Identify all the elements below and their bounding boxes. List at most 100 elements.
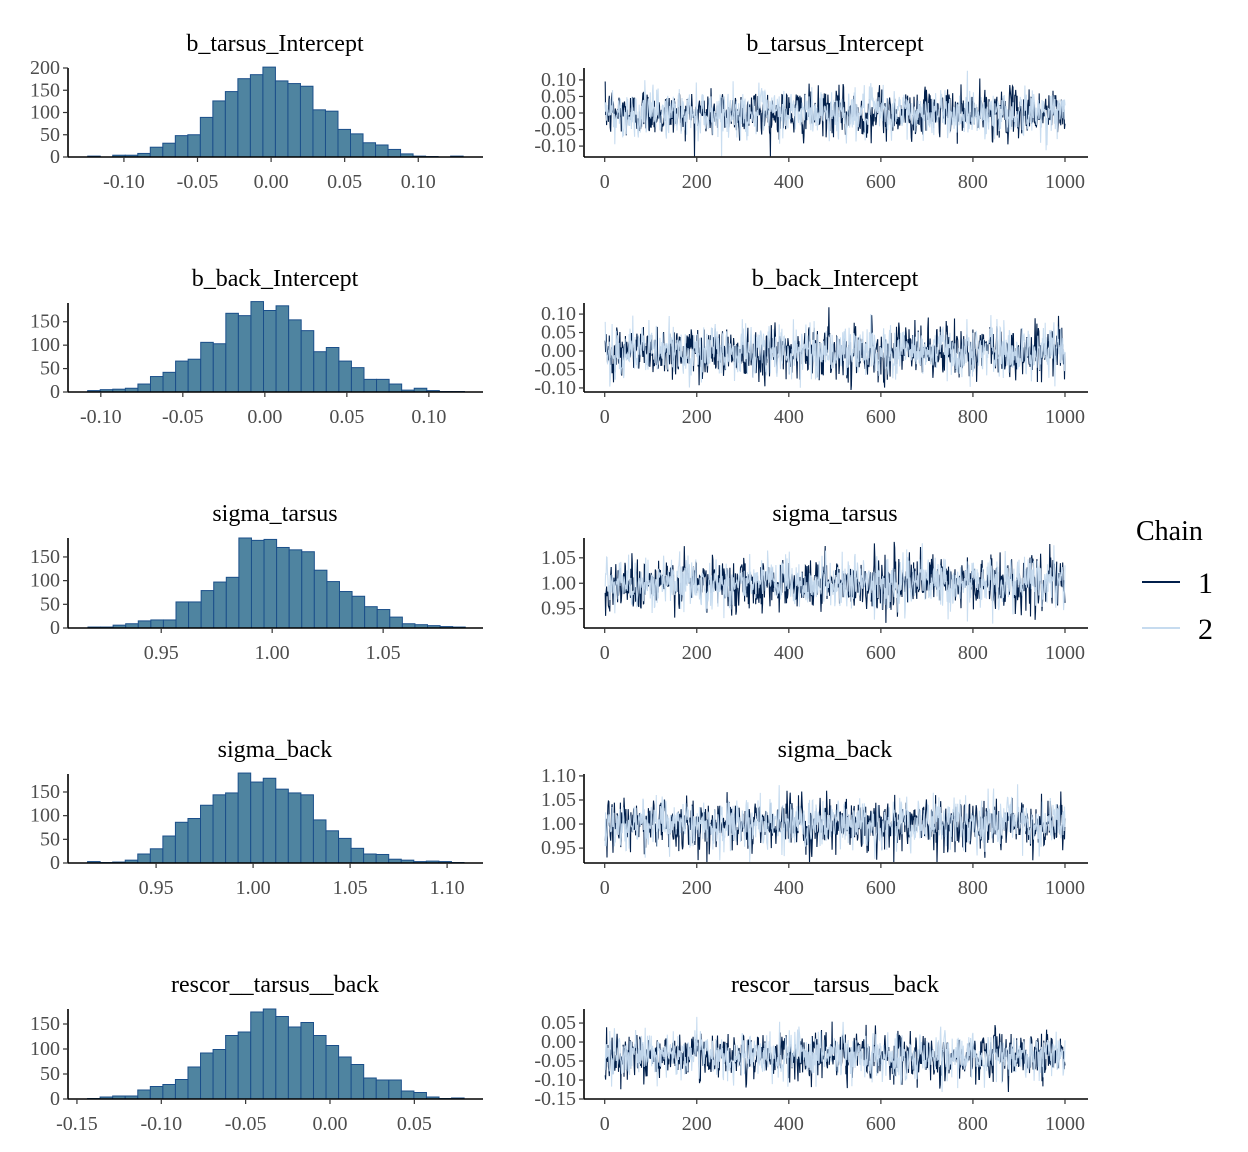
histogram-bar bbox=[363, 853, 377, 864]
histogram-bar bbox=[389, 616, 403, 629]
panel-title: sigma_back bbox=[218, 737, 333, 763]
trace-line-chain-2 bbox=[604, 1016, 1066, 1093]
x-tick-label: 800 bbox=[958, 1113, 988, 1135]
y-tick-label: 0.10 bbox=[541, 69, 576, 91]
histogram-bar bbox=[376, 378, 390, 393]
histogram-bar bbox=[364, 606, 378, 629]
histogram-bar bbox=[225, 1035, 239, 1100]
y-tick-label: 0.00 bbox=[541, 340, 576, 362]
histogram-bar bbox=[350, 367, 365, 393]
histogram-bar bbox=[299, 85, 314, 158]
panel-title: rescor__tarsus__back bbox=[731, 972, 939, 998]
y-tick-label: 0.95 bbox=[541, 598, 576, 620]
histogram-bar bbox=[187, 358, 202, 393]
histogram-bar bbox=[175, 601, 190, 629]
panel-trace-5: rescor__tarsus__back 0.050.00-0.05-0.10-0… bbox=[534, 972, 1088, 1135]
histogram-bar bbox=[301, 551, 315, 629]
panel-title: b_tarsus_Intercept bbox=[746, 31, 924, 57]
panel-title: sigma_back bbox=[778, 737, 893, 763]
y-tick-label: 100 bbox=[30, 102, 60, 124]
histogram-bar bbox=[275, 1016, 289, 1100]
y-tick-label: 150 bbox=[30, 546, 60, 568]
histogram-bar bbox=[276, 546, 290, 629]
histogram-bar bbox=[274, 80, 289, 158]
y-tick-label: 100 bbox=[30, 1038, 60, 1060]
x-tick-label: 0.95 bbox=[144, 642, 179, 664]
y-tick-label: 1.00 bbox=[541, 813, 576, 835]
y-tick-label: 0 bbox=[50, 852, 60, 874]
histogram-bar bbox=[376, 609, 391, 629]
x-tick-label: 200 bbox=[682, 1113, 712, 1135]
histogram-bar bbox=[237, 1031, 252, 1100]
y-tick-label: 100 bbox=[30, 570, 60, 592]
y-tick-label: -0.05 bbox=[534, 119, 576, 141]
y-tick-label: 100 bbox=[30, 334, 60, 356]
histogram-bar bbox=[313, 569, 328, 629]
histogram-bar bbox=[187, 134, 201, 158]
trace-line-chain-2 bbox=[604, 70, 1066, 157]
panel-title: rescor__tarsus__back bbox=[171, 972, 379, 998]
y-tick-label: 0.95 bbox=[541, 837, 576, 859]
histogram-bar bbox=[337, 128, 352, 158]
y-tick-label: 1.05 bbox=[541, 547, 576, 569]
histogram-bar bbox=[162, 835, 176, 864]
x-tick-label: 1000 bbox=[1045, 406, 1085, 428]
y-tick-label: 50 bbox=[40, 593, 60, 615]
x-tick-label: 0 bbox=[600, 877, 610, 899]
histogram-bar bbox=[187, 818, 202, 864]
histogram-bar bbox=[200, 590, 215, 629]
histogram-bar bbox=[350, 847, 365, 864]
histogram-bar bbox=[300, 330, 315, 393]
histogram-bar bbox=[262, 1008, 277, 1100]
histogram-bar bbox=[288, 319, 302, 393]
x-tick-label: 800 bbox=[958, 171, 988, 193]
y-tick-label: 0 bbox=[50, 381, 60, 403]
x-tick-label: -0.15 bbox=[56, 1113, 98, 1135]
histogram-bar bbox=[137, 620, 152, 629]
x-tick-label: 0.05 bbox=[329, 406, 364, 428]
x-tick-label: 800 bbox=[958, 877, 988, 899]
histogram-bar bbox=[149, 848, 164, 864]
x-tick-label: 1.05 bbox=[333, 877, 368, 899]
x-tick-label: 400 bbox=[774, 642, 804, 664]
histogram-bar bbox=[174, 135, 189, 158]
y-tick-label: 50 bbox=[40, 828, 60, 850]
histogram-bar bbox=[350, 133, 364, 158]
y-tick-label: 150 bbox=[30, 781, 60, 803]
histogram-bar bbox=[237, 315, 252, 393]
x-tick-label: 1000 bbox=[1045, 1113, 1085, 1135]
x-tick-label: 400 bbox=[774, 1113, 804, 1135]
histogram-bar bbox=[149, 376, 164, 393]
histogram-bar bbox=[162, 371, 177, 393]
histogram-bar bbox=[225, 312, 239, 393]
histogram-bar bbox=[162, 619, 177, 629]
histogram-bar bbox=[312, 1035, 327, 1100]
x-tick-label: 200 bbox=[682, 171, 712, 193]
x-tick-label: 0.10 bbox=[411, 406, 446, 428]
x-tick-label: 1000 bbox=[1045, 171, 1085, 193]
trace-line-chain-2 bbox=[604, 784, 1066, 863]
histogram-bar bbox=[350, 1064, 365, 1100]
x-tick-label: 1000 bbox=[1045, 642, 1085, 664]
histogram-bar bbox=[388, 1079, 402, 1100]
histogram-bar bbox=[287, 792, 302, 864]
histogram-bar bbox=[288, 549, 303, 629]
x-tick-label: 600 bbox=[866, 642, 896, 664]
panel-trace-3: sigma_tarsus 1.05 1.00 0.95 0 200 400 600 800 100… bbox=[541, 501, 1088, 664]
x-tick-label: 1.10 bbox=[430, 877, 465, 899]
y-tick-label: 150 bbox=[30, 311, 60, 333]
legend-label-chain-1: 1 bbox=[1198, 567, 1213, 600]
x-tick-label: -0.10 bbox=[140, 1113, 182, 1135]
histogram-bar bbox=[275, 305, 290, 393]
histogram-bar bbox=[312, 819, 327, 864]
histogram-bar bbox=[250, 539, 265, 629]
histogram-bar bbox=[287, 83, 301, 158]
histogram-bar bbox=[237, 772, 252, 864]
x-tick-label: -0.10 bbox=[80, 406, 122, 428]
panel-title: b_back_Intercept bbox=[752, 266, 919, 292]
histogram-bar bbox=[351, 595, 366, 629]
y-tick-label: 150 bbox=[30, 79, 60, 101]
trace-line-chain-2 bbox=[604, 543, 1066, 624]
histogram-bar bbox=[325, 347, 340, 393]
